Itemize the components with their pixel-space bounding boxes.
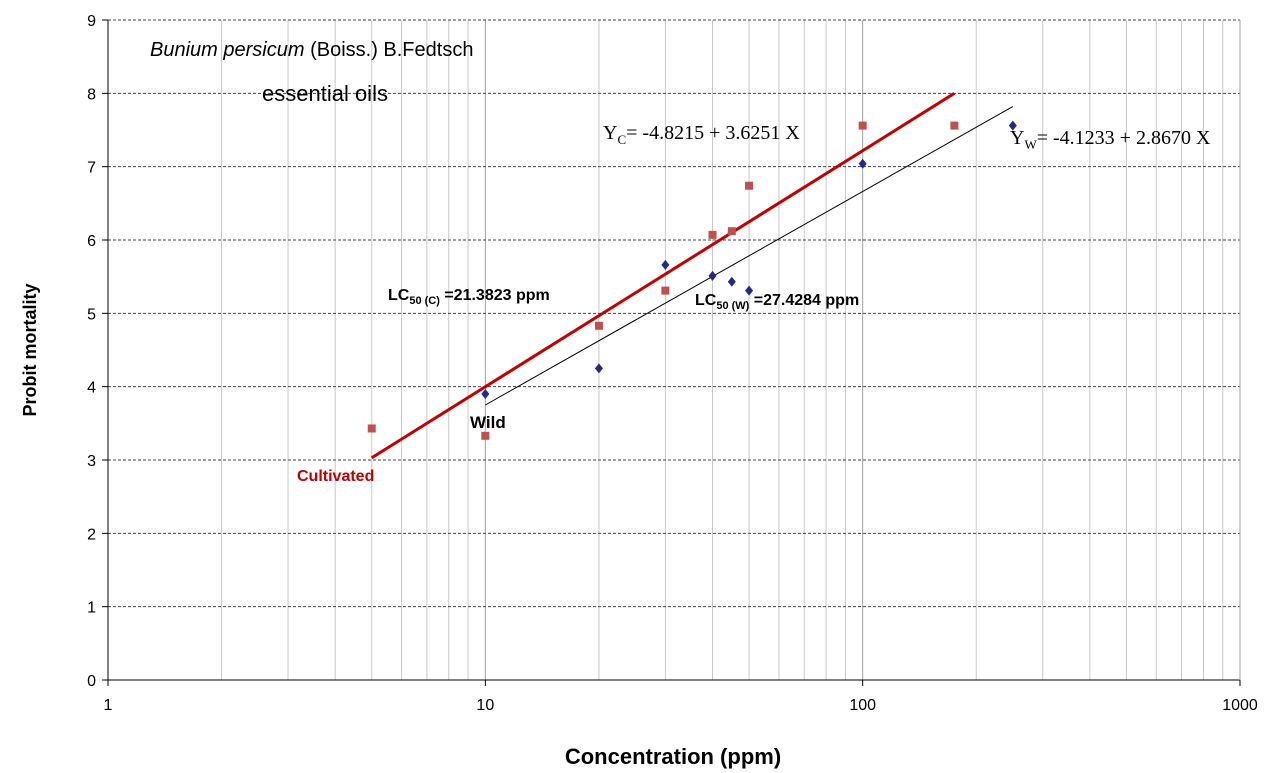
data-point [858, 121, 867, 130]
data-point [858, 158, 867, 169]
eq-sub: W [1024, 137, 1037, 152]
marks [367, 92, 1017, 460]
equation: YC= -4.8215 + 3.6251 X [603, 122, 800, 147]
data-point [708, 230, 717, 239]
data-point [950, 121, 959, 130]
x-tick-label: 100 [849, 697, 876, 714]
y-tick-label: 6 [87, 233, 96, 250]
y-tick-label: 2 [87, 526, 96, 543]
series-label: Cultivated [297, 468, 374, 485]
eq-rest: = -4.1233 + 2.8670 X [1037, 127, 1211, 149]
title-italic: Bunium persicum [150, 39, 305, 61]
data-point [745, 181, 754, 190]
lc-rest: =21.3823 ppm [440, 287, 550, 304]
data-point [661, 259, 670, 270]
x-tick-label: 1000 [1222, 697, 1258, 714]
x-tick-label: 1 [104, 697, 113, 714]
data-point [481, 431, 490, 440]
y-tick-label: 7 [87, 160, 96, 177]
y-tick-label: 4 [87, 380, 96, 397]
lc: LC [695, 292, 717, 309]
eq-rest: = -4.8215 + 3.6251 X [626, 122, 800, 144]
lc: LC [388, 287, 410, 304]
data-point [1008, 120, 1017, 131]
x-axis-label: Concentration (ppm) [565, 744, 781, 769]
equation: YW= -4.1233 + 2.8670 X [1010, 127, 1211, 152]
data-point [708, 270, 717, 281]
lc-sub: 50 (C) [409, 295, 440, 307]
fit-line [485, 106, 1014, 406]
chart-title: Bunium persicum (Boiss.) B.Fedtsch [150, 39, 473, 61]
chart-subtitle: essential oils [262, 81, 388, 106]
data-point [367, 424, 376, 433]
title-rest: (Boiss.) B.Fedtsch [305, 39, 474, 61]
data-point [727, 276, 736, 287]
fit-line [370, 92, 956, 460]
y-tick-label: 5 [87, 306, 96, 323]
data-point [481, 389, 490, 399]
data-point [594, 321, 603, 330]
lc-rest: =27.4284 ppm [749, 292, 859, 309]
data-point [727, 227, 736, 236]
y-tick-label: 8 [87, 86, 96, 103]
lc50-label: LC50 (C) =21.3823 ppm [388, 287, 550, 307]
x-tick-label: 10 [476, 697, 494, 714]
eq-y: Y [603, 122, 617, 144]
y-tick-label: 9 [87, 13, 96, 30]
lc-sub: 50 (W) [716, 300, 749, 312]
data-point [594, 363, 603, 374]
y-tick-label: 0 [87, 673, 96, 690]
series-label: Wild [470, 413, 506, 432]
y-tick-label: 3 [87, 453, 96, 470]
lc50-label: LC50 (W) =27.4284 ppm [695, 292, 859, 312]
data-point [745, 285, 754, 296]
data-point [661, 286, 670, 295]
y-tick-label: 1 [87, 600, 96, 617]
eq-sub: C [617, 132, 626, 147]
y-axis-label: Probit mortality [20, 283, 40, 416]
eq-y: Y [1010, 127, 1024, 149]
